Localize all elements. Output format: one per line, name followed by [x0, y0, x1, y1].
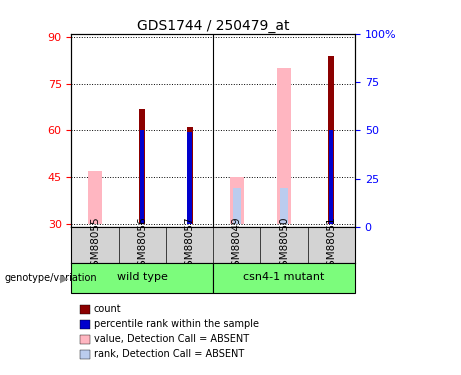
- Bar: [213, 262, 355, 292]
- Text: percentile rank within the sample: percentile rank within the sample: [94, 320, 259, 329]
- Bar: [280, 188, 288, 224]
- Bar: [188, 132, 192, 224]
- Text: rank, Detection Call = ABSENT: rank, Detection Call = ABSENT: [94, 350, 244, 359]
- Text: count: count: [94, 304, 121, 314]
- Text: genotype/variation: genotype/variation: [5, 273, 97, 283]
- Bar: [328, 56, 334, 224]
- Bar: [88, 171, 102, 224]
- Bar: [71, 262, 213, 292]
- Text: GSM88057: GSM88057: [184, 216, 195, 273]
- Text: GSM88049: GSM88049: [232, 216, 242, 273]
- Text: wild type: wild type: [117, 273, 168, 282]
- Bar: [139, 108, 145, 224]
- Text: GSM88051: GSM88051: [326, 216, 337, 273]
- Text: ▶: ▶: [60, 273, 68, 283]
- Text: value, Detection Call = ABSENT: value, Detection Call = ABSENT: [94, 334, 248, 344]
- Text: GSM88050: GSM88050: [279, 216, 289, 273]
- Text: GSM88055: GSM88055: [90, 216, 100, 273]
- Title: GDS1744 / 250479_at: GDS1744 / 250479_at: [137, 19, 290, 33]
- Bar: [329, 130, 333, 224]
- Bar: [140, 130, 144, 224]
- Bar: [277, 68, 291, 224]
- Text: GSM88056: GSM88056: [137, 216, 148, 273]
- Bar: [233, 188, 241, 224]
- Bar: [230, 177, 244, 224]
- Text: csn4-1 mutant: csn4-1 mutant: [243, 273, 325, 282]
- Bar: [187, 127, 193, 224]
